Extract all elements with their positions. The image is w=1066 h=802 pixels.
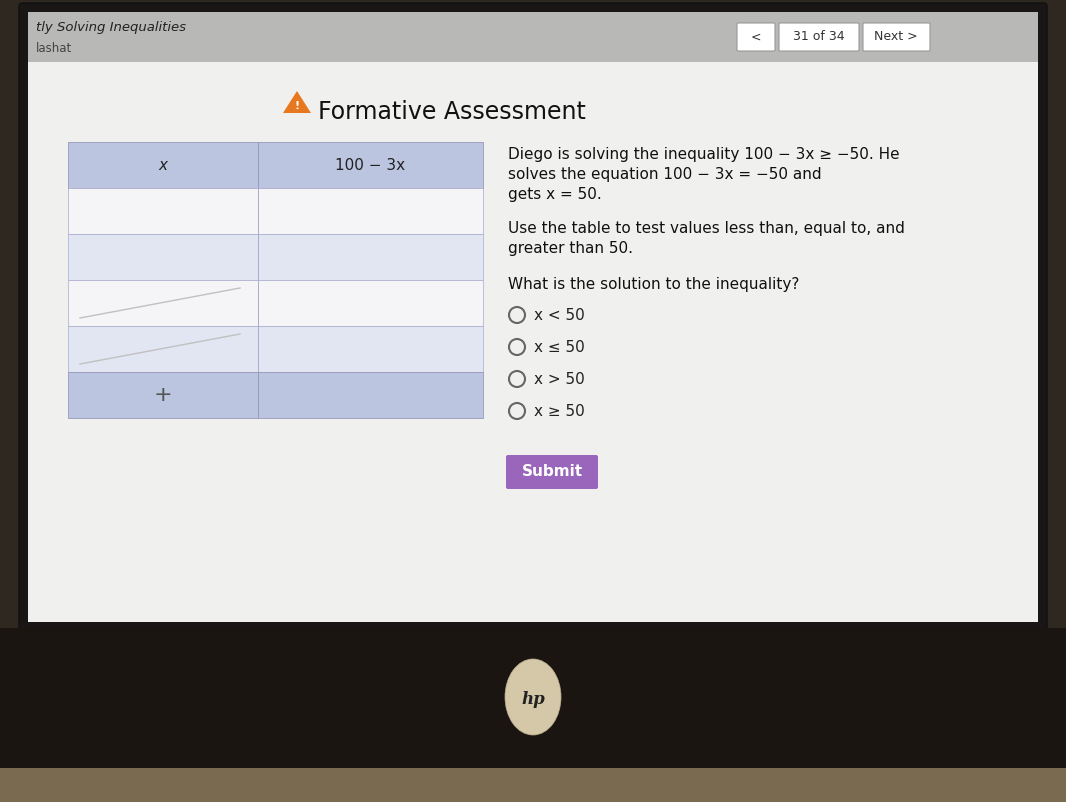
FancyBboxPatch shape <box>28 12 1038 62</box>
FancyBboxPatch shape <box>28 12 1038 622</box>
FancyBboxPatch shape <box>506 455 598 489</box>
FancyBboxPatch shape <box>0 768 1066 802</box>
Polygon shape <box>282 91 311 113</box>
Text: What is the solution to the inequality?: What is the solution to the inequality? <box>508 277 800 292</box>
Text: x: x <box>159 157 167 172</box>
Text: Use the table to test values less than, equal to, and: Use the table to test values less than, … <box>508 221 905 236</box>
Text: Formative Assessment: Formative Assessment <box>318 100 586 124</box>
Text: x ≥ 50: x ≥ 50 <box>534 403 585 419</box>
Text: lashat: lashat <box>36 42 72 55</box>
Ellipse shape <box>505 659 561 735</box>
Text: <: < <box>750 30 761 43</box>
Text: gets x = 50.: gets x = 50. <box>508 187 601 202</box>
Text: x > 50: x > 50 <box>534 371 585 387</box>
Text: x < 50: x < 50 <box>534 307 585 322</box>
FancyBboxPatch shape <box>68 234 483 280</box>
FancyBboxPatch shape <box>68 188 483 234</box>
Text: 100 − 3x: 100 − 3x <box>336 157 405 172</box>
Text: hp: hp <box>521 691 545 708</box>
Text: 31 of 34: 31 of 34 <box>793 30 845 43</box>
FancyBboxPatch shape <box>19 3 1047 647</box>
Text: !: ! <box>294 101 300 111</box>
FancyBboxPatch shape <box>68 142 483 188</box>
Text: Submit: Submit <box>521 464 582 480</box>
Text: greater than 50.: greater than 50. <box>508 241 633 256</box>
Text: Diego is solving the inequality 100 − 3x ≥ −50. He: Diego is solving the inequality 100 − 3x… <box>508 147 900 162</box>
FancyBboxPatch shape <box>0 628 1066 768</box>
FancyBboxPatch shape <box>779 23 859 51</box>
FancyBboxPatch shape <box>68 372 483 418</box>
FancyBboxPatch shape <box>737 23 775 51</box>
Text: +: + <box>154 385 173 405</box>
FancyBboxPatch shape <box>28 62 1038 622</box>
FancyBboxPatch shape <box>0 770 1066 802</box>
Text: Next >: Next > <box>874 30 918 43</box>
FancyBboxPatch shape <box>68 280 483 326</box>
FancyBboxPatch shape <box>68 326 483 372</box>
Text: tly Solving Inequalities: tly Solving Inequalities <box>36 22 185 34</box>
FancyBboxPatch shape <box>863 23 930 51</box>
Text: x ≤ 50: x ≤ 50 <box>534 339 585 354</box>
Text: solves the equation 100 − 3x = −50 and: solves the equation 100 − 3x = −50 and <box>508 167 822 182</box>
